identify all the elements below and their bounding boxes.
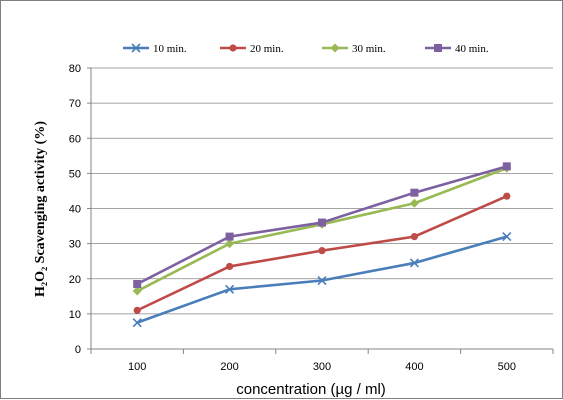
legend-label: 40 min. <box>455 43 489 55</box>
y-tick-label: 30 <box>69 239 81 251</box>
y-tick-label: 40 <box>69 204 81 216</box>
x-tick-label: 100 <box>128 361 146 373</box>
x-tick-label: 300 <box>313 361 331 373</box>
y-axis-label: H₂O₂ Scavenging activity (%) <box>33 121 48 297</box>
legend-marker <box>229 44 237 52</box>
data-point-30-min <box>225 239 235 249</box>
data-point-30-min <box>132 286 142 296</box>
data-point-40-min <box>410 188 419 197</box>
series-line-30-min <box>136 166 508 293</box>
x-axis-label: concentration (µg / ml) <box>236 381 386 398</box>
data-point-10-min <box>317 275 327 286</box>
data-point-10-min <box>225 284 235 294</box>
legend-label: 30 min. <box>352 43 386 55</box>
y-tick-labels: 0 10 20 30 40 50 60 70 80 <box>69 63 81 356</box>
data-point-20-min <box>503 192 511 200</box>
y-tick-label: 0 <box>75 344 81 356</box>
legend-marker <box>330 43 340 53</box>
marker-stroke <box>131 43 141 53</box>
marker-stroke <box>317 275 327 286</box>
x-tick-label: 200 <box>220 361 238 373</box>
data-point-20-min <box>226 262 234 271</box>
gridlines <box>91 67 553 315</box>
marker-stroke <box>225 284 235 294</box>
marker-stroke <box>502 232 512 242</box>
data-point-40-min <box>502 162 511 171</box>
axes <box>87 67 554 354</box>
data-point-20-min <box>133 306 141 314</box>
data-point-10-min <box>502 232 512 242</box>
legend-item-10-min: 10 min. <box>123 43 187 55</box>
legend-item-40-min: 40 min. <box>425 43 489 55</box>
data-point-10-min <box>409 258 419 268</box>
legend: 10 min. 20 min. 30 min. 40 min. <box>123 43 489 55</box>
legend-marker <box>131 43 141 53</box>
data-point-30-min <box>409 198 419 208</box>
legend-item-20-min: 20 min. <box>220 43 284 55</box>
marker-stroke <box>132 318 142 328</box>
data-point-20-min <box>410 233 418 241</box>
x-tick-label: 400 <box>405 361 423 373</box>
y-tick-label: 70 <box>69 98 81 110</box>
series-lines <box>132 162 512 328</box>
x-tick-labels: 100 200 300 400 500 <box>128 361 516 373</box>
x-tick-label: 500 <box>498 361 516 373</box>
data-point-10-min <box>132 318 142 328</box>
legend-label: 20 min. <box>250 43 284 55</box>
y-tick-label: 10 <box>69 309 81 321</box>
legend-marker <box>434 44 442 52</box>
y-tick-label: 80 <box>69 63 81 75</box>
data-point-40-min <box>133 280 142 289</box>
marker-stroke <box>409 258 419 268</box>
y-tick-label: 20 <box>69 274 81 286</box>
legend-item-30-min: 30 min. <box>322 43 386 55</box>
y-tick-label: 60 <box>69 133 81 145</box>
data-point-20-min <box>318 247 326 255</box>
data-point-40-min <box>225 232 234 241</box>
y-tick-label: 50 <box>69 168 81 180</box>
legend-label: 10 min. <box>153 43 187 55</box>
data-point-40-min <box>318 218 326 227</box>
